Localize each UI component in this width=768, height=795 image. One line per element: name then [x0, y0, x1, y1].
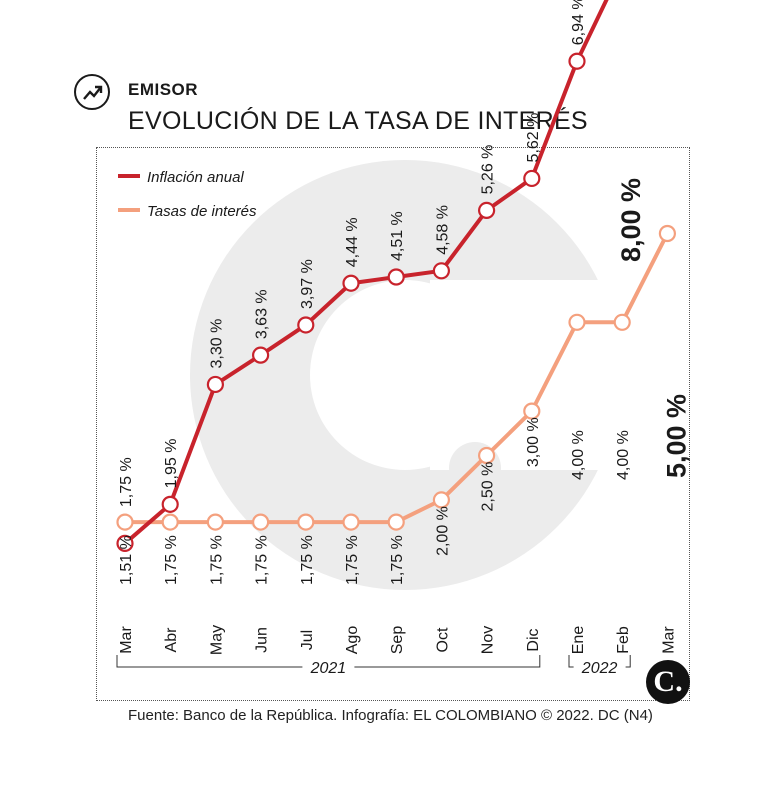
data-label: 3,97 %: [299, 259, 316, 309]
watermark-cut: [430, 280, 620, 470]
data-label: 4,00 %: [615, 430, 632, 480]
data-point: [658, 224, 677, 243]
data-point: [252, 346, 270, 364]
data-label: 3,30 %: [208, 319, 225, 369]
data-label: 1,75 %: [254, 535, 271, 585]
data-point: [116, 534, 134, 553]
source-note: Fuente: Banco de la República. Infografí…: [128, 707, 653, 724]
data-label: 4,58 %: [434, 205, 451, 255]
data-point: [206, 513, 224, 531]
x-tick-label: Ago: [344, 626, 361, 655]
x-tick-label: Abr: [163, 627, 180, 653]
x-tick-label: Jun: [254, 627, 271, 653]
legend-label: Tasas de interés: [147, 203, 257, 220]
x-tick-label: May: [208, 625, 225, 655]
data-point: [342, 274, 360, 292]
data-label: 1,75 %: [118, 457, 135, 507]
x-tick-label: Ene: [570, 626, 587, 655]
data-point: [342, 513, 360, 531]
data-label: 8,00 %: [616, 178, 646, 262]
data-point: [568, 313, 586, 331]
data-label: 2,50 %: [480, 462, 497, 512]
data-point: [206, 375, 224, 394]
data-point: [432, 491, 450, 509]
x-tick-label: Mar: [118, 626, 135, 654]
brand-logo: C.: [646, 660, 690, 704]
data-label: 1,75 %: [299, 535, 316, 585]
x-tick-label: Oct: [434, 627, 451, 652]
x-tick-label: Nov: [480, 626, 497, 654]
x-tick-label: Jul: [299, 630, 316, 650]
year-label-bg: [573, 657, 626, 677]
data-label: 5,00 %: [661, 394, 691, 478]
data-label: 2,00 %: [434, 506, 451, 556]
data-label: 4,00 %: [570, 430, 587, 480]
data-label: 5,26 %: [480, 145, 497, 195]
legend-label: Inflación anual: [147, 169, 244, 186]
data-point: [116, 513, 134, 531]
year-label: 2022: [581, 660, 618, 677]
data-label: 1,75 %: [163, 535, 180, 585]
page-title: EVOLUCIÓN DE LA TASA DE INTERÉS: [128, 107, 588, 135]
data-point: [478, 446, 496, 465]
data-label: 1,75 %: [344, 535, 361, 585]
data-label: 3,00 %: [525, 417, 542, 467]
x-tick-label: Dic: [525, 628, 542, 651]
data-point: [161, 513, 179, 531]
data-point: [523, 169, 541, 188]
year-label-bg: [302, 657, 355, 677]
data-point: [297, 316, 315, 334]
data-label: 1,51 %: [118, 535, 135, 585]
data-label: 6,94 %: [570, 0, 587, 45]
x-tick-label: Mar: [660, 626, 677, 654]
data-point: [478, 201, 496, 220]
x-tick-label: Feb: [615, 626, 632, 654]
data-point: [613, 313, 631, 331]
data-point: [387, 268, 405, 286]
data-label: 4,44 %: [344, 217, 361, 267]
series-line: [123, 0, 609, 545]
data-point: [161, 495, 179, 513]
data-label: 1,75 %: [389, 535, 406, 585]
data-label: 3,63 %: [254, 289, 271, 339]
data-point: [387, 513, 405, 531]
data-point: [252, 513, 270, 531]
data-point: [568, 52, 586, 70]
section-label: EMISOR: [128, 80, 199, 99]
data-point: [432, 262, 450, 280]
data-point: [297, 513, 315, 531]
chart-frame: [96, 147, 690, 701]
data-label: 4,51 %: [389, 211, 406, 261]
x-tick-label: Sep: [389, 626, 406, 655]
data-label: 1,95 %: [163, 439, 180, 489]
data-point: [523, 402, 541, 420]
year-label: 2021: [310, 660, 347, 677]
trend-up-icon: [74, 74, 110, 110]
data-label: 1,75 %: [208, 535, 225, 585]
data-label: 5,62 %: [525, 113, 542, 163]
